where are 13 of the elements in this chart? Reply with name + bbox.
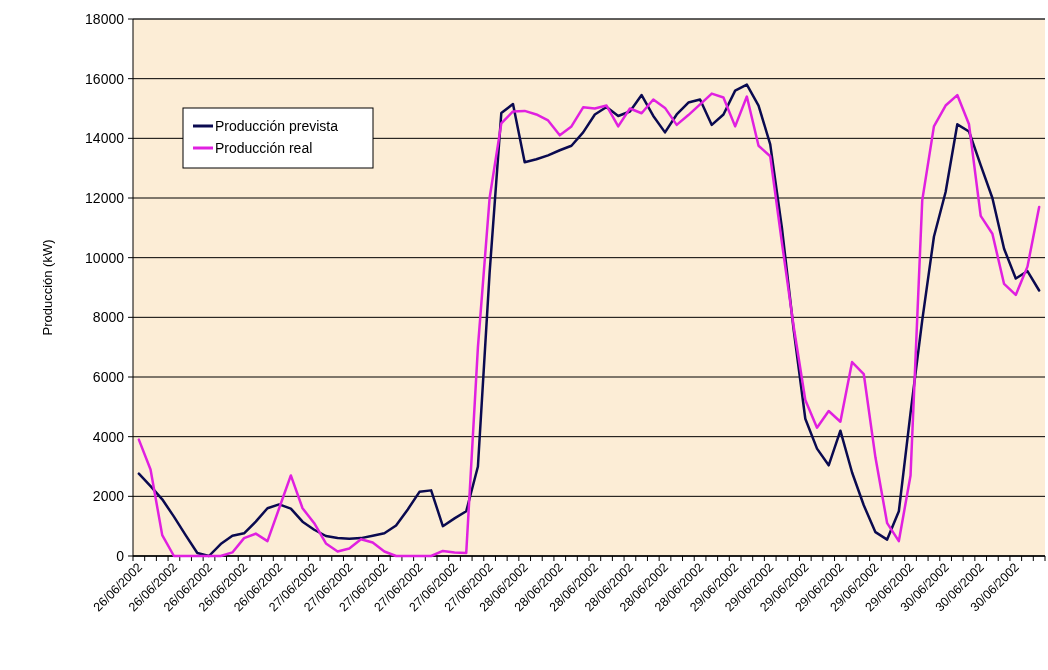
y-tick-label: 16000	[85, 70, 125, 87]
y-tick-label: 0	[116, 547, 125, 564]
y-tick-label: 2000	[92, 488, 125, 505]
legend-label: Producción prevista	[215, 117, 339, 134]
y-tick-label: 10000	[85, 249, 125, 266]
y-tick-label: 14000	[85, 130, 125, 147]
y-tick-label: 12000	[85, 189, 125, 206]
y-tick-label: 4000	[92, 428, 125, 445]
y-tick-label: 6000	[92, 368, 125, 385]
y-tick-label: 8000	[92, 309, 125, 326]
y-axis-title: Producción (kW)	[40, 239, 55, 336]
legend-label: Producción real	[215, 139, 313, 156]
y-tick-label: 18000	[85, 10, 125, 27]
